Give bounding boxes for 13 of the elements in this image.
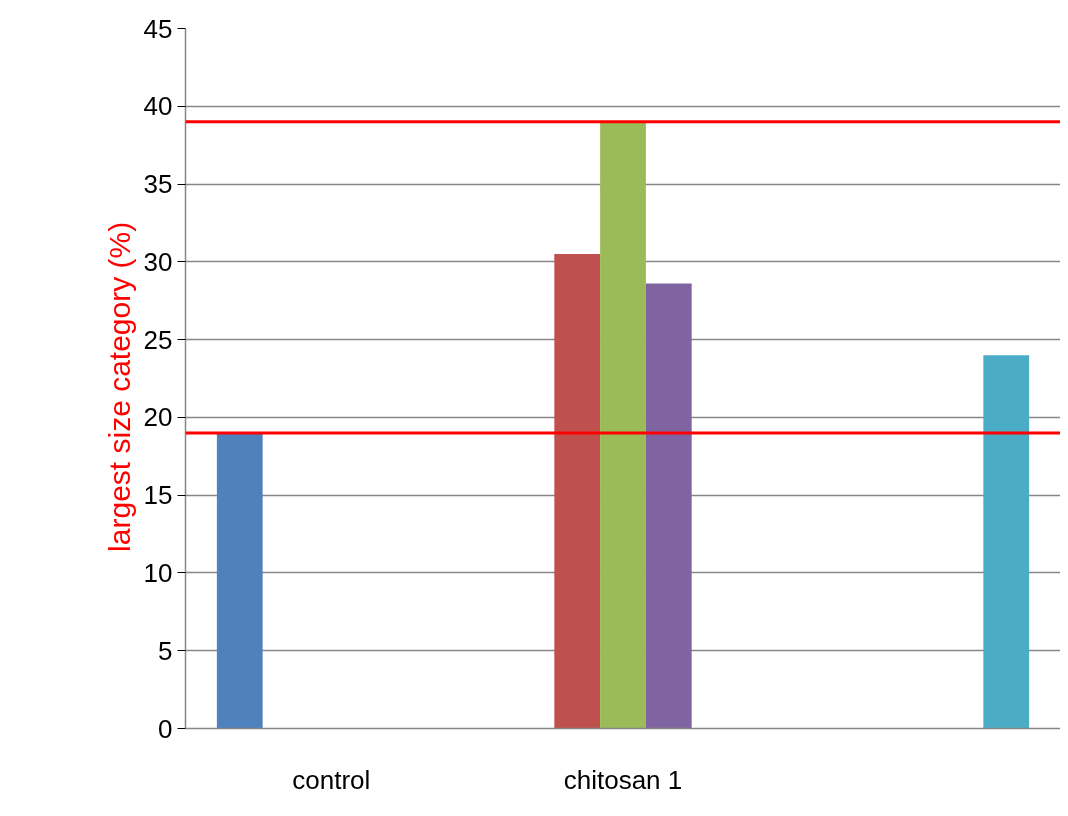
y-tick-label: 40 <box>143 91 173 122</box>
y-tick-label: 30 <box>143 246 173 277</box>
y-tick-label: 35 <box>143 169 173 200</box>
x-tick-label: chitosan 1 <box>563 764 683 795</box>
y-tick-label: 20 <box>143 402 173 433</box>
y-tick-label: 0 <box>158 713 173 744</box>
y-tick-label: 10 <box>143 557 173 588</box>
y-tick-label: 25 <box>143 324 173 355</box>
y-tick-label: 5 <box>158 635 173 666</box>
y-axis-title: largest size category (%) <box>102 221 136 552</box>
y-tick-label: 15 <box>143 480 173 511</box>
x-tick-label: control <box>292 764 371 795</box>
y-tick-label: 45 <box>143 13 173 44</box>
